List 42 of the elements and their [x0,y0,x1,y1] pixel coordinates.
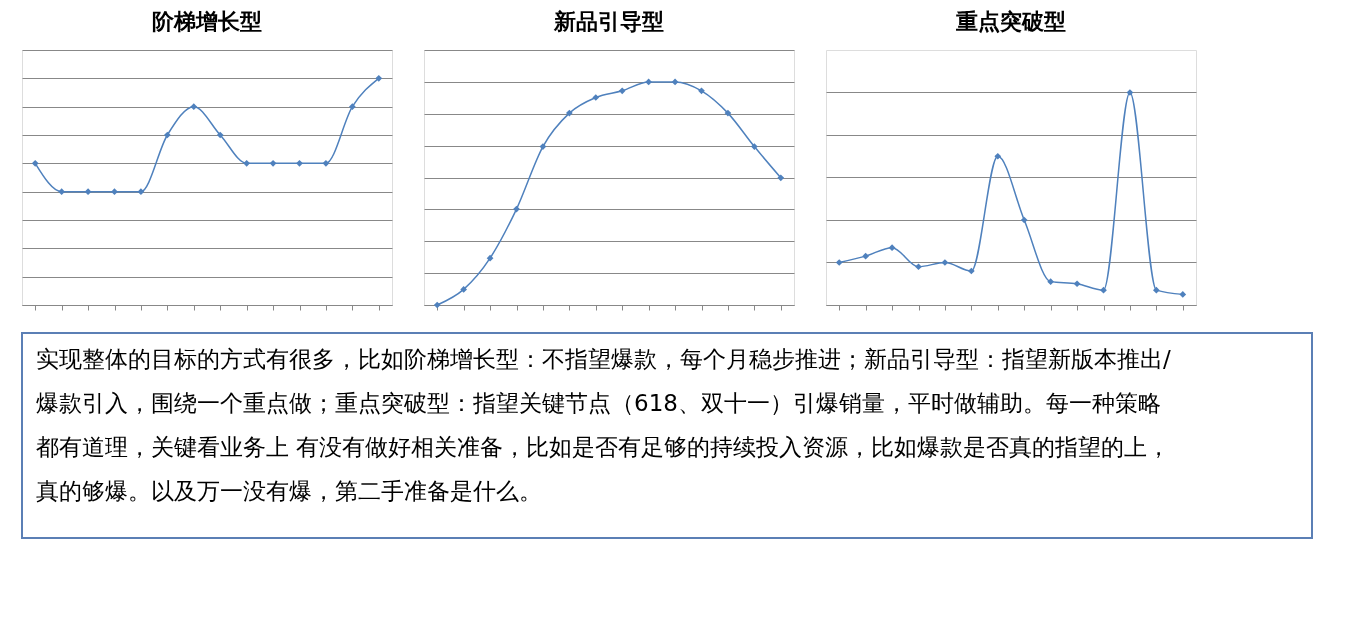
chart-title: 重点突破型 [955,9,1066,34]
point [645,78,652,86]
point [486,254,494,262]
point [698,87,705,95]
point [1020,216,1028,224]
chart-title: 新品引导型 [553,9,664,34]
point [618,87,626,95]
point [349,103,356,111]
point [296,159,303,167]
point [671,78,679,86]
point [190,103,198,111]
point [888,244,896,251]
point [164,131,171,139]
point [835,259,843,266]
point [751,143,758,150]
point [1047,278,1054,285]
point [269,159,277,167]
point [724,109,732,117]
point [777,174,785,182]
point [31,159,39,167]
point [216,131,224,139]
point [243,159,250,167]
point [1073,280,1081,288]
point [322,159,330,167]
point [968,267,975,275]
point [1179,291,1187,298]
point [137,188,145,196]
point [111,188,118,196]
point [58,188,65,196]
point [1153,286,1160,294]
point [539,143,547,150]
point [433,301,441,309]
point [915,263,922,271]
point [460,286,467,293]
point [994,152,1002,160]
point [592,94,600,101]
point [566,109,573,117]
point [375,74,383,82]
text: 实现整体的目标的方式有很多，比如阶梯增长型：不指望爆款，每个月稳步推进；新品引导型：指望新版本推出/爆款引入，围绕一个重点做；重点突破型：指望关键节点（618、双十一）引爆销量，平时做辅助。每一种策略都有道理，关键看业务上 有没有做好相关准备，比如是否有足够的持续投入资源，比如爆款是否真的指望的上，真的够爆。以及万一没有爆，第二手准备是什么。 [36,346,1171,504]
point [84,188,92,196]
chart-title: 阶梯增长型 [152,9,262,34]
point [862,252,869,260]
